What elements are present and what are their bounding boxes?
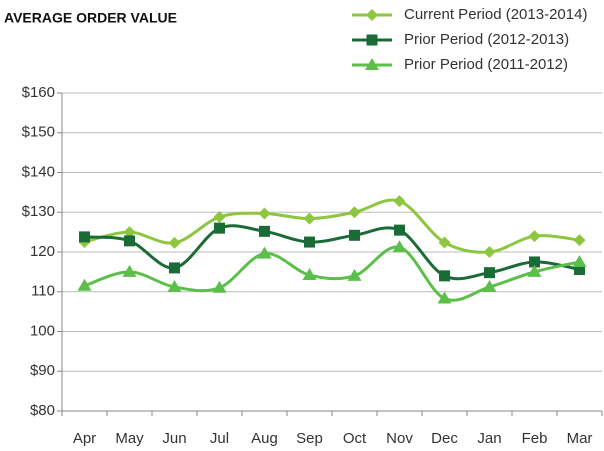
marker (529, 256, 540, 268)
marker (123, 226, 136, 239)
y-tick-label: 120 (30, 243, 55, 260)
chart-title: AVERAGE ORDER VALUE (4, 10, 177, 26)
marker (439, 270, 450, 282)
marker (303, 212, 316, 225)
marker (574, 263, 585, 275)
y-tick-label: $140 (22, 163, 55, 180)
marker (482, 279, 497, 292)
x-tick-label: Jun (162, 430, 186, 447)
marker (214, 222, 225, 234)
marker (122, 264, 137, 277)
marker (167, 279, 182, 292)
marker (213, 211, 226, 224)
x-tick-label: Sep (296, 430, 323, 447)
x-tick-label: Mar (567, 430, 593, 447)
marker (572, 254, 587, 267)
legend-label: Prior Period (2011-2012) (404, 56, 568, 73)
marker (484, 267, 495, 279)
x-tick-label: May (115, 430, 144, 447)
legend-marker (366, 34, 378, 46)
marker (527, 264, 542, 277)
y-tick-label: 100 (30, 322, 55, 339)
marker (349, 229, 360, 241)
marker (169, 262, 180, 274)
x-tick-label: Jul (210, 430, 229, 447)
marker (168, 236, 181, 249)
marker (438, 236, 451, 249)
marker (212, 280, 227, 293)
marker (394, 224, 405, 236)
y-tick-label: $130 (22, 203, 55, 220)
legend-label: Current Period (2013-2014) (404, 6, 587, 23)
marker (437, 291, 452, 304)
marker (79, 231, 90, 243)
series-line (84, 198, 580, 254)
x-tick-label: Nov (386, 430, 413, 447)
marker (304, 236, 315, 248)
marker (257, 246, 272, 259)
marker (393, 195, 406, 208)
x-tick-label: Oct (343, 430, 367, 447)
marker (483, 246, 496, 258)
legend-label: Prior Period (2012-2013) (404, 31, 569, 48)
y-tick-label: $160 (22, 84, 55, 101)
marker (573, 234, 586, 247)
marker (528, 230, 541, 243)
x-tick-label: Feb (522, 430, 548, 447)
x-tick-label: Aug (251, 430, 278, 447)
marker (392, 240, 407, 253)
legend-marker (366, 9, 378, 21)
x-tick-label: Dec (431, 430, 458, 447)
marker (124, 235, 135, 247)
y-tick-label: 110 (31, 283, 55, 300)
y-tick-label: $90 (30, 362, 55, 379)
y-tick-label: $150 (22, 124, 55, 141)
marker (77, 278, 92, 291)
marker (347, 268, 362, 281)
x-tick-label: Jan (477, 430, 501, 447)
series-line (84, 245, 580, 302)
marker (348, 206, 361, 219)
marker (302, 268, 317, 281)
y-tick-label: $80 (30, 402, 55, 419)
marker (258, 207, 271, 220)
marker (259, 225, 270, 237)
x-tick-label: Apr (73, 430, 96, 447)
legend-marker (365, 58, 379, 70)
